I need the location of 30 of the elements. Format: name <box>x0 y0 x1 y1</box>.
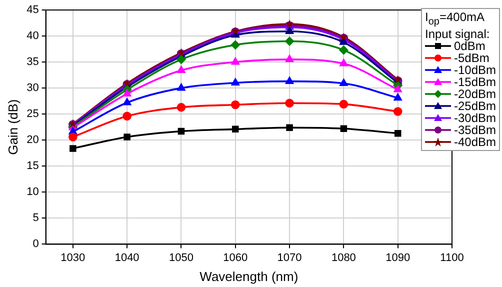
x-tick-label: 1090 <box>386 252 410 264</box>
y-tick-label: 40 <box>26 30 39 42</box>
x-axis-title: Wavelength (nm) <box>200 268 298 284</box>
x-tick-label: 1080 <box>331 252 356 264</box>
legend-label: -25dBm <box>454 99 496 114</box>
y-tick-label: 5 <box>32 212 39 224</box>
x-tick-label: 1030 <box>60 252 86 264</box>
x-tick-label: 1050 <box>168 252 194 264</box>
legend-label: -35dBm <box>454 123 496 138</box>
y-tick-label: 25 <box>26 108 39 120</box>
x-tick-label: 1100 <box>440 252 464 264</box>
y-tick-label: 15 <box>26 160 39 172</box>
legend-label: -20dBm <box>454 87 496 102</box>
legend-label: -30dBm <box>454 111 496 126</box>
legend-label: -10dBm <box>454 63 496 78</box>
x-tick-label: 1060 <box>223 252 248 264</box>
y-tick-label: 45 <box>26 4 39 16</box>
legend-label: -40dBm <box>454 135 496 150</box>
legend-title: I$_{op}$=400mA Input signal: <box>425 10 491 42</box>
legend-label: -15dBm <box>454 75 496 90</box>
x-tick-label: 1040 <box>114 252 140 264</box>
y-tick-label: 0 <box>32 238 39 250</box>
y-tick-label: 30 <box>26 82 39 94</box>
y-axis-title: Gain (dB) <box>5 99 20 155</box>
x-tick-label: 1070 <box>277 252 302 264</box>
legend-label: -5dBm <box>454 51 490 66</box>
y-tick-label: 10 <box>26 186 39 198</box>
y-tick-label: 20 <box>26 134 39 146</box>
y-tick-label: 35 <box>26 56 39 68</box>
legend-label: 0dBm <box>454 39 486 54</box>
